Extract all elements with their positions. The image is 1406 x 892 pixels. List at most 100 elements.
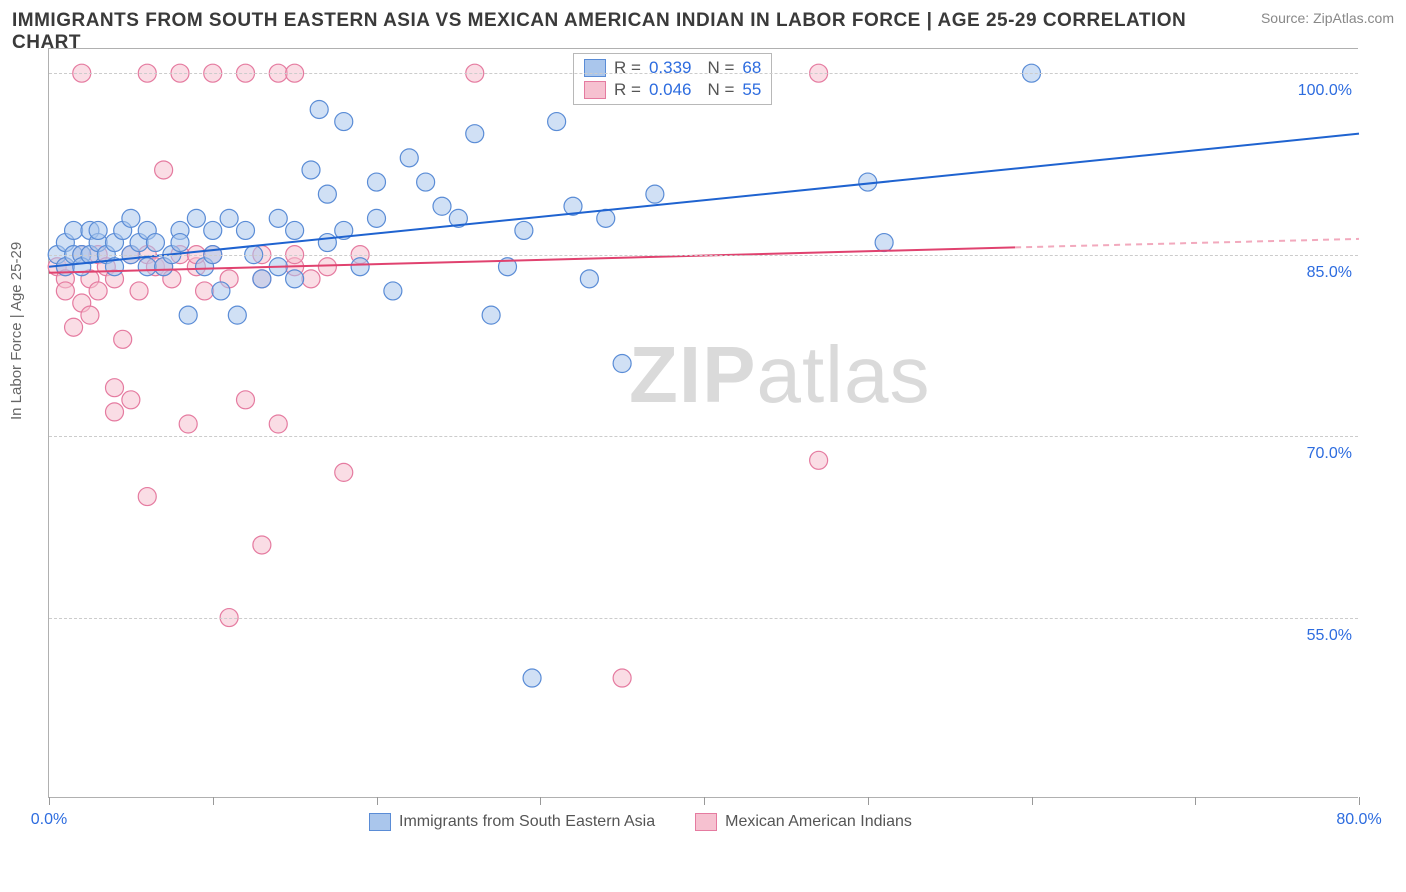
plot-svg [49,49,1358,797]
legend-series-item: Mexican American Indians [695,813,912,831]
y-tick-label: 85.0% [1307,264,1352,282]
r-label: R = [614,58,641,78]
scatter-point [302,270,320,288]
r-value: 0.339 [649,58,692,78]
gridline-h [49,255,1358,256]
scatter-point [106,379,124,397]
scatter-point [196,282,214,300]
legend-correlation-row: R = 0.339 N = 68 [584,58,761,78]
x-tick [1032,797,1033,805]
scatter-point [106,403,124,421]
r-label: R = [614,80,641,100]
scatter-point [368,209,386,227]
legend-correlation-row: R = 0.046 N = 55 [584,80,761,100]
scatter-point [65,221,83,239]
legend-correlation: R = 0.339 N = 68 R = 0.046 N = 55 [573,53,772,105]
scatter-point [130,282,148,300]
gridline-h [49,436,1358,437]
title-bar: IMMIGRANTS FROM SOUTH EASTERN ASIA VS ME… [12,10,1394,44]
scatter-point [228,306,246,324]
r-value: 0.046 [649,80,692,100]
plot-area: ZIPatlas R =0.339N =68R =0.046N =55 Immi… [48,48,1358,798]
legend-series-label: Immigrants from South Eastern Asia [399,813,655,831]
legend-swatch [584,59,606,77]
scatter-point [515,221,533,239]
y-axis-label: In Labor Force | Age 25-29 [8,242,25,420]
scatter-point [548,113,566,131]
scatter-point [318,234,336,252]
scatter-point [171,234,189,252]
scatter-point [122,209,140,227]
legend-series-label: Mexican American Indians [725,813,912,831]
n-label: N = [707,80,734,100]
scatter-point [146,234,164,252]
scatter-point [237,221,255,239]
x-tick [377,797,378,805]
scatter-point [433,197,451,215]
scatter-point [220,209,238,227]
scatter-point [204,221,222,239]
x-tick [213,797,214,805]
scatter-point [613,669,631,687]
scatter-point [335,463,353,481]
x-tick-label: 80.0% [1336,811,1381,829]
scatter-point [875,234,893,252]
gridline-h [49,618,1358,619]
scatter-point [810,451,828,469]
x-tick [540,797,541,805]
scatter-point [351,258,369,276]
scatter-point [138,488,156,506]
scatter-point [269,209,287,227]
n-value: 68 [742,58,761,78]
scatter-point [138,258,156,276]
scatter-point [368,173,386,191]
scatter-point [580,270,598,288]
source-label: Source: ZipAtlas.com [1261,10,1394,26]
scatter-point [286,221,304,239]
scatter-point [597,209,615,227]
n-value: 55 [742,80,761,100]
scatter-point [310,100,328,118]
scatter-point [417,173,435,191]
scatter-point [179,306,197,324]
x-tick [1195,797,1196,805]
scatter-point [253,536,271,554]
legend-swatch [584,81,606,99]
gridline-h [49,73,1358,74]
scatter-point [122,391,140,409]
x-tick-label: 0.0% [31,811,67,829]
scatter-point [237,391,255,409]
legend-series-item: Immigrants from South Eastern Asia [369,813,655,831]
scatter-point [482,306,500,324]
legend-swatch [695,813,717,831]
scatter-point [384,282,402,300]
scatter-point [253,270,271,288]
scatter-point [318,185,336,203]
trend-line [1015,239,1359,247]
scatter-point [155,161,173,179]
scatter-point [89,282,107,300]
scatter-point [81,306,99,324]
y-tick-label: 70.0% [1307,445,1352,463]
scatter-point [613,355,631,373]
scatter-point [56,282,74,300]
scatter-point [335,113,353,131]
scatter-point [302,161,320,179]
scatter-point [179,415,197,433]
legend-series: Immigrants from South Eastern Asia Mexica… [369,813,912,831]
trend-line [49,134,1359,267]
scatter-point [114,330,132,348]
y-tick-label: 100.0% [1298,82,1352,100]
scatter-point [65,318,83,336]
scatter-point [318,258,336,276]
scatter-point [187,209,205,227]
scatter-point [286,270,304,288]
x-tick [868,797,869,805]
n-label: N = [707,58,734,78]
legend-swatch [369,813,391,831]
scatter-point [466,125,484,143]
x-tick [49,797,50,805]
scatter-point [523,669,541,687]
x-tick [704,797,705,805]
scatter-point [400,149,418,167]
